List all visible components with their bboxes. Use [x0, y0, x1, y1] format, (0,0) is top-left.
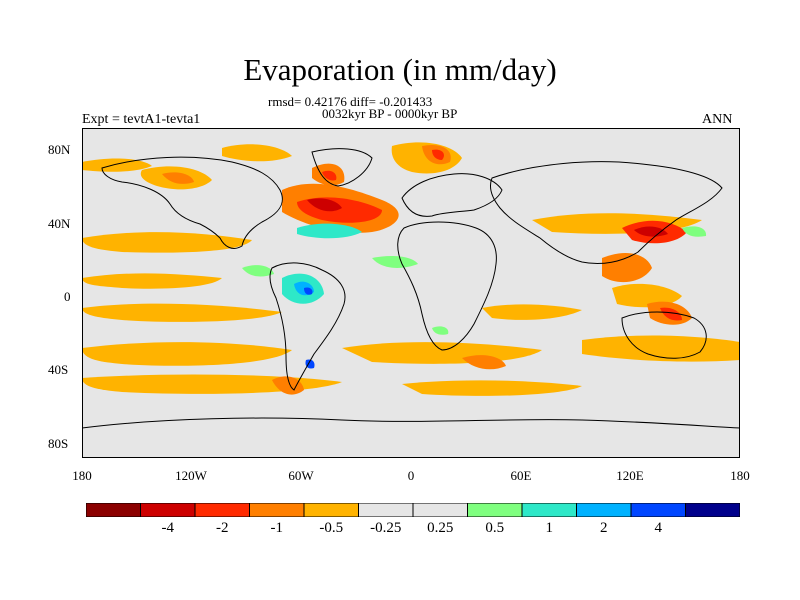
lon-label-60w: 60W [288, 468, 314, 483]
colorbar-segment [685, 503, 740, 517]
colorbar-label: -0.25 [370, 520, 402, 536]
anomaly-fields [82, 142, 740, 396]
lat-label-40n: 40N [48, 216, 71, 231]
colorbar-segment [576, 503, 632, 517]
evaporation-map [82, 128, 740, 458]
colorbar-segment [630, 503, 686, 517]
colorbar-segment [86, 503, 141, 517]
experiment-label: Expt = tevtA1-tevta1 [82, 112, 201, 127]
map-title: Evaporation (in mm/day) [243, 52, 557, 87]
colorbar-label: -2 [216, 520, 229, 536]
map-frame [82, 128, 740, 458]
colorbar-segment [249, 503, 305, 517]
colorbar-label: -4 [161, 520, 175, 536]
africa-coast [397, 221, 497, 351]
antarctica-coast [82, 417, 740, 429]
season-label: ANN [702, 112, 733, 127]
lon-label-180-east: 180 [730, 468, 750, 483]
lat-label-80n: 80N [48, 142, 71, 157]
colorbar-segment [521, 503, 577, 517]
stats-line: rmsd= 0.42176 diff= -0.201433 [268, 94, 433, 109]
north-america-coast [101, 156, 283, 249]
lon-label-0: 0 [407, 468, 415, 483]
australia-coast [621, 311, 707, 359]
colorbar-segment [140, 503, 196, 517]
colorbar-label: 2 [600, 520, 608, 536]
coastlines [82, 148, 740, 429]
lat-label-80s: 80S [48, 436, 69, 451]
period-line: 0032kyr BP - 0000kyr BP [322, 106, 458, 121]
colorbar-segment [194, 503, 250, 517]
colorbar [86, 503, 740, 517]
lat-label-40s: 40S [48, 362, 69, 377]
colorbar-segment [412, 503, 468, 517]
europe-coast [401, 173, 503, 217]
lon-label-60e: 60E [510, 468, 532, 483]
greenland-coast [311, 148, 373, 187]
colorbar-label: 0.5 [485, 520, 505, 536]
lon-label-120e: 120E [616, 468, 644, 483]
colorbar-label: -1 [270, 520, 284, 536]
lon-label-180-west: 180 [72, 468, 92, 483]
colorbar-segment [358, 503, 414, 517]
colorbar-label: -0.5 [319, 520, 344, 536]
asia-coast [489, 161, 723, 265]
lon-label-120w: 120W [175, 468, 207, 483]
colorbar-segment [303, 503, 359, 517]
colorbar-segment [467, 503, 523, 517]
colorbar-label: 0.25 [427, 520, 454, 536]
south-america-coast [269, 262, 346, 391]
colorbar-label: 4 [654, 520, 663, 536]
colorbar-label: 1 [545, 520, 554, 536]
lat-label-0: 0 [64, 289, 71, 304]
